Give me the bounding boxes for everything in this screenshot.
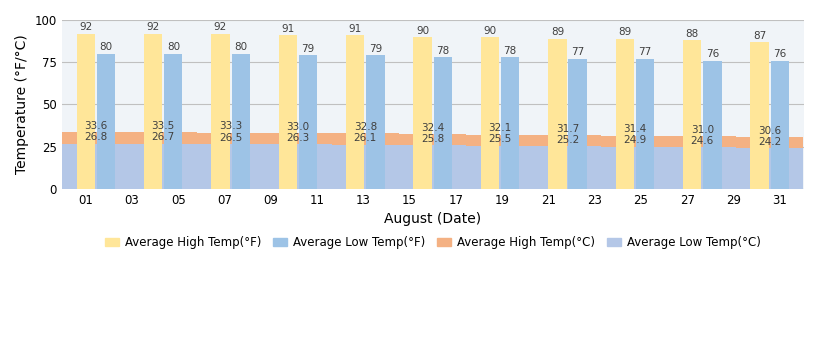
Bar — [144, 34, 162, 189]
Y-axis label: Temperature (°F/°C): Temperature (°F/°C) — [15, 34, 29, 174]
Bar — [399, 134, 466, 189]
Text: 80: 80 — [167, 42, 180, 52]
Bar — [129, 132, 197, 189]
Bar — [770, 60, 788, 189]
Text: 33.5: 33.5 — [152, 121, 175, 131]
Bar — [62, 144, 129, 189]
Bar — [366, 55, 384, 189]
Text: 79: 79 — [301, 44, 315, 54]
Text: 77: 77 — [571, 47, 584, 58]
Bar — [76, 34, 95, 189]
Text: 32.4: 32.4 — [421, 123, 444, 133]
Bar — [332, 134, 399, 189]
Text: 80: 80 — [234, 42, 247, 52]
Bar — [703, 60, 721, 189]
Text: 30.6: 30.6 — [758, 126, 781, 136]
Text: 92: 92 — [214, 22, 227, 32]
Bar — [346, 35, 364, 189]
Text: 92: 92 — [79, 22, 92, 32]
Text: 76: 76 — [773, 49, 786, 59]
Bar — [413, 37, 432, 189]
Text: 78: 78 — [504, 46, 517, 56]
Text: 87: 87 — [753, 31, 766, 41]
Bar — [569, 59, 587, 189]
Bar — [549, 39, 567, 189]
Bar — [466, 146, 534, 189]
Text: 24.9: 24.9 — [623, 135, 647, 146]
Text: 33.3: 33.3 — [219, 121, 242, 131]
Text: 89: 89 — [551, 27, 564, 37]
Text: 91: 91 — [281, 24, 295, 34]
Text: 89: 89 — [618, 27, 632, 37]
Bar — [97, 54, 115, 189]
Bar — [481, 37, 499, 189]
Text: 26.3: 26.3 — [286, 133, 310, 143]
Text: 26.5: 26.5 — [219, 133, 242, 143]
Text: 26.1: 26.1 — [354, 133, 377, 143]
Text: 25.5: 25.5 — [489, 134, 512, 144]
Bar — [264, 133, 332, 189]
Text: 77: 77 — [638, 47, 652, 58]
Bar — [601, 136, 668, 189]
Text: 25.8: 25.8 — [421, 134, 444, 144]
Text: 26.7: 26.7 — [152, 132, 175, 142]
Bar — [736, 137, 803, 189]
Text: 31.4: 31.4 — [623, 125, 647, 134]
Bar — [212, 34, 230, 189]
Text: 31.7: 31.7 — [556, 124, 579, 134]
Bar — [197, 132, 264, 189]
Bar — [332, 145, 399, 189]
Bar — [636, 59, 654, 189]
Bar — [466, 135, 534, 189]
Text: 76: 76 — [706, 49, 719, 59]
Text: 24.6: 24.6 — [691, 136, 714, 146]
Text: 90: 90 — [416, 26, 429, 35]
Text: 32.8: 32.8 — [354, 122, 377, 132]
Text: 90: 90 — [483, 26, 496, 35]
Bar — [736, 148, 803, 189]
Bar — [299, 55, 317, 189]
Text: 78: 78 — [437, 46, 450, 56]
Text: 25.2: 25.2 — [556, 135, 579, 145]
Bar — [750, 42, 769, 189]
Text: 33.6: 33.6 — [84, 121, 107, 131]
Bar — [197, 144, 264, 189]
Text: 31.0: 31.0 — [691, 125, 714, 135]
Bar — [434, 57, 452, 189]
Bar — [501, 57, 520, 189]
Bar — [279, 35, 297, 189]
Bar — [399, 145, 466, 189]
Bar — [668, 136, 736, 189]
Bar — [668, 147, 736, 189]
Bar — [129, 144, 197, 189]
Legend: Average High Temp(°F), Average Low Temp(°F), Average High Temp(°C), Average Low : Average High Temp(°F), Average Low Temp(… — [100, 231, 765, 254]
X-axis label: August (Date): August (Date) — [384, 212, 481, 226]
Text: 92: 92 — [146, 22, 159, 32]
Bar — [264, 144, 332, 189]
Bar — [232, 54, 250, 189]
Bar — [616, 39, 634, 189]
Bar — [601, 147, 668, 189]
Bar — [62, 132, 129, 189]
Bar — [534, 135, 601, 189]
Bar — [683, 40, 701, 189]
Text: 26.8: 26.8 — [84, 132, 107, 142]
Text: 91: 91 — [349, 24, 362, 34]
Bar — [534, 146, 601, 189]
Text: 32.1: 32.1 — [489, 123, 512, 133]
Text: 80: 80 — [100, 42, 113, 52]
Bar — [164, 54, 183, 189]
Text: 33.0: 33.0 — [286, 122, 310, 132]
Text: 24.2: 24.2 — [758, 136, 781, 147]
Text: 88: 88 — [686, 29, 699, 39]
Text: 79: 79 — [369, 44, 382, 54]
